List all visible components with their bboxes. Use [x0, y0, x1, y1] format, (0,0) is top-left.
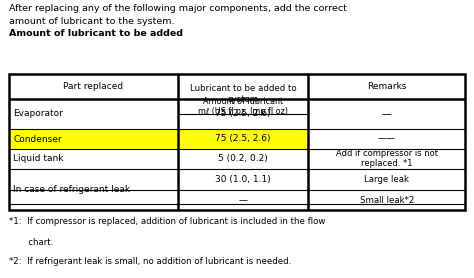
Text: Remarks: Remarks — [367, 82, 407, 91]
Text: Condenser: Condenser — [13, 135, 62, 143]
Text: 75 (2.5, 2.6): 75 (2.5, 2.6) — [215, 135, 271, 143]
Text: —: — — [382, 109, 392, 119]
Text: amount of lubricant to the system.: amount of lubricant to the system. — [9, 17, 174, 26]
Text: —: — — [238, 196, 247, 205]
Bar — [9, 74, 465, 210]
Text: Liquid tank: Liquid tank — [13, 154, 64, 163]
Text: Amount of lubricant
mℓ (US fl oz, Imp fl oz): Amount of lubricant mℓ (US fl oz, Imp fl… — [198, 97, 288, 116]
Text: Part replaced: Part replaced — [63, 82, 123, 91]
Text: In case of refrigerant leak: In case of refrigerant leak — [13, 185, 130, 194]
Text: Amount of lubricant to be added: Amount of lubricant to be added — [9, 29, 182, 38]
Text: Small leak*2: Small leak*2 — [360, 196, 414, 205]
Text: Large leak: Large leak — [365, 175, 409, 184]
Text: ——: —— — [378, 135, 396, 143]
Text: 30 (1.0, 1.1): 30 (1.0, 1.1) — [215, 175, 271, 184]
Text: Add if compressor is not
replaced. *1: Add if compressor is not replaced. *1 — [336, 149, 438, 168]
Text: 75 (2.5, 2.6): 75 (2.5, 2.6) — [215, 110, 271, 118]
Text: *1:  If compressor is replaced, addition of lubricant is included in the flow: *1: If compressor is replaced, addition … — [9, 217, 325, 226]
Text: chart.: chart. — [9, 238, 53, 247]
Text: Lubricant to be added to
system: Lubricant to be added to system — [190, 84, 296, 103]
Text: 5 (0.2, 0.2): 5 (0.2, 0.2) — [218, 154, 268, 163]
Text: *2:  If refrigerant leak is small, no addition of lubricant is needed.: *2: If refrigerant leak is small, no add… — [9, 257, 291, 266]
Text: After replacing any of the following major components, add the correct: After replacing any of the following maj… — [9, 4, 346, 13]
Bar — [9, 129, 308, 149]
Text: Evaporator: Evaporator — [13, 110, 63, 118]
